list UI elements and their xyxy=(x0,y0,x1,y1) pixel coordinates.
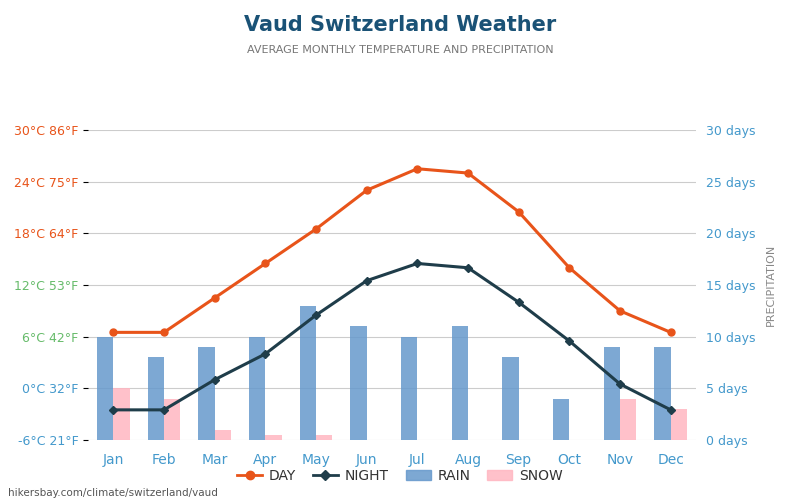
Bar xyxy=(604,347,620,440)
Bar xyxy=(316,435,332,440)
Bar xyxy=(620,398,636,440)
Bar xyxy=(164,398,180,440)
Bar xyxy=(654,347,670,440)
Bar xyxy=(502,358,518,440)
Bar xyxy=(249,336,266,440)
Bar xyxy=(148,358,164,440)
Bar xyxy=(553,398,570,440)
Bar xyxy=(97,336,114,440)
Bar xyxy=(300,306,316,440)
Text: Vaud Switzerland Weather: Vaud Switzerland Weather xyxy=(244,15,556,35)
Bar xyxy=(670,409,687,440)
Bar xyxy=(198,347,214,440)
Text: AVERAGE MONTHLY TEMPERATURE AND PRECIPITATION: AVERAGE MONTHLY TEMPERATURE AND PRECIPIT… xyxy=(246,45,554,55)
Bar xyxy=(350,326,366,440)
Legend: DAY, NIGHT, RAIN, SNOW: DAY, NIGHT, RAIN, SNOW xyxy=(231,463,569,488)
Y-axis label: PRECIPITATION: PRECIPITATION xyxy=(766,244,776,326)
Bar xyxy=(214,430,231,440)
Bar xyxy=(452,326,468,440)
Bar xyxy=(266,435,282,440)
Bar xyxy=(114,388,130,440)
Bar xyxy=(401,336,418,440)
Y-axis label: TEMPERATURE: TEMPERATURE xyxy=(0,244,2,326)
Text: hikersbay.com/climate/switzerland/vaud: hikersbay.com/climate/switzerland/vaud xyxy=(8,488,218,498)
